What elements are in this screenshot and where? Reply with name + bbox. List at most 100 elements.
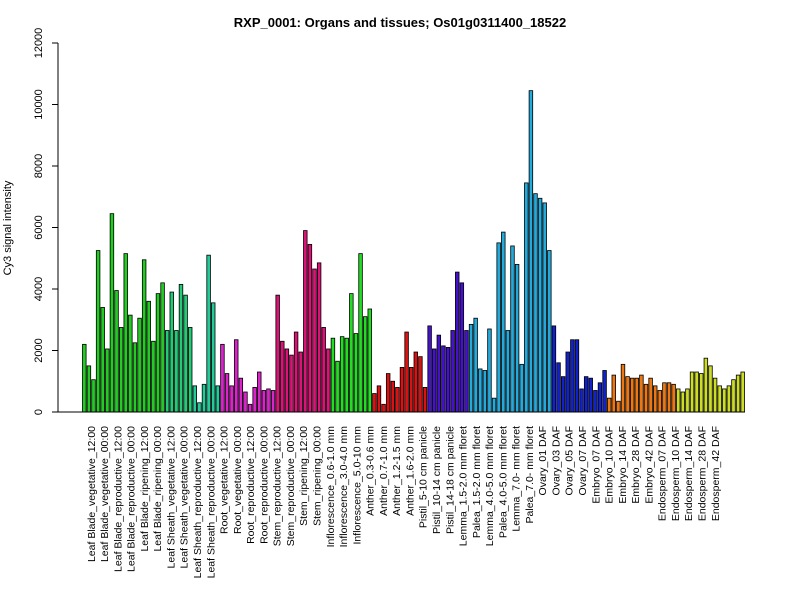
- x-tick-label: Endosperm_14 DAF: [683, 426, 695, 521]
- bar: [602, 370, 607, 413]
- bar: [427, 325, 432, 413]
- x-axis: Leaf Blade_vegetative_12:00 Leaf Blade_ve…: [58, 411, 745, 578]
- bar: [183, 294, 188, 413]
- bar: [385, 373, 391, 413]
- bar: [372, 393, 377, 413]
- x-tick-label: Anther_1.2-1.5 mm: [391, 426, 403, 516]
- bar: [91, 379, 96, 413]
- x-tick-label: Inflorescence_0.6-1.0 mm: [325, 426, 337, 548]
- bar: [643, 383, 649, 413]
- bar: [399, 367, 405, 413]
- bar: [551, 325, 557, 413]
- bar: [95, 250, 101, 413]
- bar: [560, 376, 566, 413]
- x-tick-label: Leaf Blade_ripening_00:00: [152, 426, 164, 552]
- x-tick-label: Endosperm_07 DAF: [657, 426, 669, 521]
- bar: [298, 351, 303, 413]
- x-tick-label: Palea_1.5-2.0 mm floret: [471, 426, 483, 538]
- bar: [146, 300, 151, 413]
- bar: [685, 388, 690, 413]
- x-tick-label: Lemma_7.0- mm floret: [511, 426, 523, 532]
- bar: [381, 403, 386, 413]
- bar: [653, 385, 658, 413]
- bar: [100, 307, 105, 413]
- bar: [482, 370, 488, 413]
- x-tick-label: Palea_7.0- mm floret: [524, 426, 536, 524]
- bar: [468, 323, 474, 413]
- bar: [367, 308, 372, 413]
- x-tick-label: Pistil_10-14 cm panicle: [431, 426, 443, 534]
- bar: [496, 242, 501, 413]
- x-tick-label: Inflorescence_3.0-4.0 mm: [338, 426, 350, 548]
- bar: [473, 317, 478, 413]
- bar: [565, 351, 570, 413]
- bar: [339, 336, 345, 413]
- bar: [335, 360, 340, 413]
- bar: [731, 379, 736, 413]
- y-tick-label: 2000: [33, 338, 45, 362]
- x-tick-label: Root_reproductive_12:00: [245, 426, 257, 544]
- bar: [293, 331, 299, 413]
- bar: [132, 342, 138, 413]
- x-tick-label: Leaf Sheath_vegetative_00:00: [179, 426, 191, 569]
- bar: [178, 283, 184, 413]
- x-tick-label: Embryo_14 DAF: [617, 426, 629, 504]
- bar: [542, 202, 547, 413]
- bar: [662, 382, 667, 413]
- bar: [270, 390, 276, 413]
- bar: [680, 391, 686, 413]
- x-tick-label: Pistil_14-18 cm panicle: [444, 426, 456, 534]
- bar: [620, 363, 626, 413]
- bar: [630, 377, 635, 413]
- x-tick-label: Leaf Blade_reproductive_12:00: [112, 426, 124, 572]
- bar: [459, 282, 465, 413]
- bar: [289, 354, 294, 413]
- bar: [344, 337, 349, 413]
- bars-group: [82, 90, 745, 413]
- x-tick-label: Embryo_28 DAF: [630, 426, 642, 504]
- bar: [349, 293, 354, 413]
- x-tick-label: Endosperm_28 DAF: [697, 426, 709, 521]
- bar: [666, 382, 672, 413]
- x-tick-label: Inflorescence_5.0-10 mm: [351, 426, 363, 545]
- bar: [708, 365, 713, 413]
- bar: [537, 197, 543, 413]
- bar: [211, 302, 216, 413]
- x-tick-label: Endosperm_10 DAF: [670, 426, 682, 521]
- x-tick-label: Pistil_5-10 cm panicle: [418, 426, 430, 528]
- bar: [676, 388, 681, 413]
- chart-title: RXP_0001: Organs and tissues; Os01g03114…: [234, 15, 566, 30]
- bar: [699, 373, 704, 413]
- y-tick-label: 8000: [33, 154, 45, 178]
- x-tick-label: Anther_1.6-2.0 mm: [404, 426, 416, 516]
- y-tick-label: 10000: [33, 89, 45, 120]
- x-tick-label: Endosperm_42 DAF: [710, 426, 722, 521]
- bar: [105, 348, 110, 413]
- bar: [570, 339, 575, 413]
- bar: [229, 385, 234, 413]
- bar: [353, 333, 359, 413]
- bar: [312, 268, 317, 413]
- bar: [358, 253, 363, 413]
- bar: [197, 402, 202, 413]
- bar: [588, 377, 593, 413]
- bar: [109, 213, 115, 413]
- x-tick-label: Stem_reproductive_12:00: [272, 426, 284, 546]
- x-tick-label: Stem_ripening_00:00: [311, 426, 323, 526]
- bar: [151, 340, 156, 413]
- bar: [445, 347, 451, 413]
- y-axis-label: Cy3 signal intensity: [2, 180, 14, 275]
- bar: [625, 376, 630, 413]
- bar: [261, 390, 267, 413]
- bar: [321, 327, 326, 413]
- bar: [224, 373, 230, 413]
- x-tick-label: Leaf Blade_vegetative_12:00: [86, 426, 98, 562]
- bar: [606, 397, 612, 413]
- bar: [671, 383, 676, 413]
- bar: [616, 400, 621, 413]
- x-tick-label: Ovary_03 DAF: [550, 426, 562, 495]
- bar: [280, 340, 285, 413]
- bar: [123, 253, 128, 413]
- bar: [303, 230, 308, 413]
